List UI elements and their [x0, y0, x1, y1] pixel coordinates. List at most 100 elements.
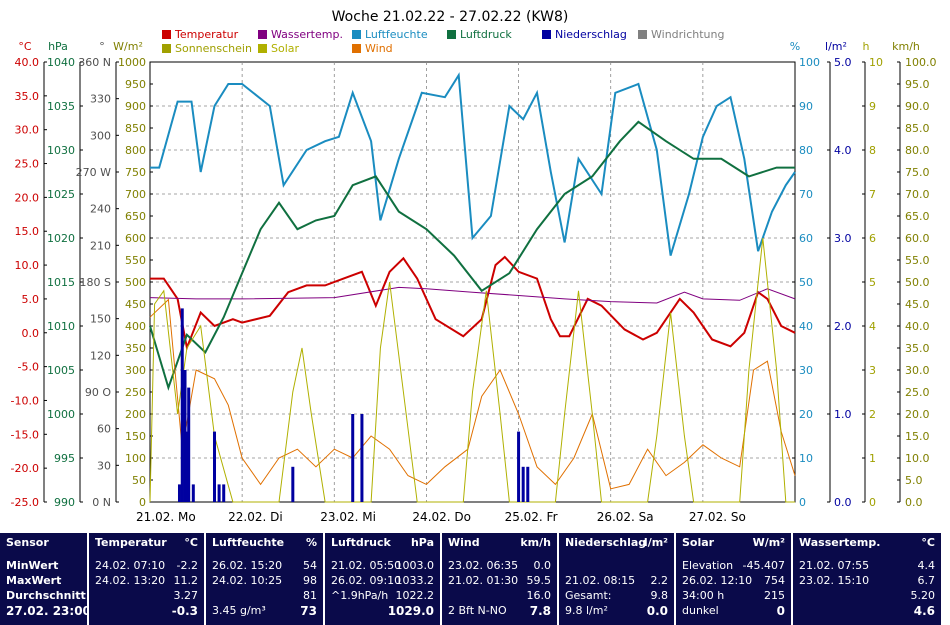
stats-column: Luftdruck hPa 21.02. 05:50 1003.0 26.02. 09:… [325, 533, 440, 625]
axis-tick-label: 360 N [78, 56, 111, 69]
stats-header-unit: hPa [410, 536, 434, 549]
day-label: 26.02. Sa [597, 510, 654, 524]
axis-tick-label: 60.0 [905, 232, 930, 245]
legend-swatch [258, 30, 267, 39]
series-wassertemp [149, 286, 796, 304]
legend-swatch [352, 44, 361, 53]
axis-unit: h [863, 40, 870, 53]
axis-tick-label: 3.0 [834, 232, 852, 245]
axis-tick-label: 30.0 [15, 124, 40, 137]
stats-row-label: dunkel [682, 604, 719, 617]
stats-row: MaxWert [0, 574, 87, 588]
stats-row-label: 26.02. 09:10 [331, 574, 402, 587]
stats-row: 81 [206, 589, 323, 603]
axis-tick-label: -5.0 [18, 361, 39, 374]
stats-row: Gesamt: 9.8 [559, 589, 674, 603]
axis-tick-label: 1015 [47, 276, 75, 289]
axis-tick-label: -25.0 [11, 496, 39, 509]
stats-row: 26.02. 09:10 1033.2 [325, 574, 440, 588]
stats-header-label: Niederschlag [565, 536, 647, 549]
series [149, 72, 796, 503]
axis-tick-label: 20.0 [905, 408, 930, 421]
series-wind [149, 298, 796, 490]
axis-tick-label: 5.0 [22, 293, 40, 306]
stats-row: MinWert [0, 559, 87, 573]
stats-header: Wassertemp. °C [793, 533, 941, 553]
axis-tick-label: 9 [869, 100, 876, 113]
stats-row: 2 Bft N-NO 7.8 [442, 604, 557, 618]
stats-row: 27.02. 23:00 [0, 604, 91, 618]
axis-tick-label: 0 [139, 496, 146, 509]
day-label: 27.02. So [689, 510, 746, 524]
stats-row-value: 5.20 [910, 589, 936, 602]
stats-row-value: 0.0 [646, 604, 668, 618]
stats-row-value: 0 [776, 604, 785, 618]
stats-row: 23.02. 15:10 6.7 [793, 574, 941, 588]
axis-tick-label: 40 [799, 320, 813, 333]
series-solar [149, 237, 795, 503]
rain-bar [187, 387, 191, 502]
axis-tick-label: -20.0 [11, 462, 39, 475]
axis-tick-label: 90 O [85, 386, 111, 399]
stats-row-label: 2 Bft N-NO [448, 604, 507, 617]
stats-header-label: Temperatur [95, 536, 167, 549]
axis-tick-label: 35.0 [905, 342, 930, 355]
legend-swatch [258, 44, 267, 53]
stats-row-value: 4.4 [917, 559, 936, 572]
axis-tick-label: 650 [125, 210, 146, 223]
stats-row: 24.02. 07:10 -2.2 [89, 559, 204, 573]
chart-title: Woche 21.02.22 - 27.02.22 (KW8) [332, 9, 569, 25]
stats-header-unit: °C [921, 536, 935, 549]
axis-tick-label: 250 [125, 386, 146, 399]
axis-tick-label: 2.0 [834, 320, 852, 333]
rain-bar [526, 466, 530, 502]
legend-label: Wassertemp. [271, 28, 343, 41]
axis-unit: °C [18, 40, 32, 53]
stats-row-value: 4.6 [913, 604, 935, 618]
stats-row-value: 0.0 [533, 559, 552, 572]
stats-header: Wind km/h [442, 533, 557, 553]
axis-tick-label: 5.0 [905, 474, 923, 487]
stats-row-label: 26.02. 15:20 [212, 559, 283, 572]
legend-label: Luftfeuchte [365, 28, 428, 41]
stats-row-label: MaxWert [6, 574, 62, 587]
stats-row-value: 54 [303, 559, 317, 572]
axis-tick-label: 5.0 [834, 56, 852, 69]
stats-row-value: 2.2 [650, 574, 669, 587]
stats-header-label: Luftdruck [331, 536, 391, 549]
stats-header-label: Luftfeuchte [212, 536, 285, 549]
stats-row: 21.02. 05:50 1003.0 [325, 559, 440, 573]
stats-column: Luftfeuchte% 26.02. 15:20 54 24.02. 10:25 98… [206, 533, 323, 625]
legend-swatch [162, 44, 171, 53]
axis-tick-label: 90 [799, 100, 813, 113]
axis-tick-label: 55.0 [905, 254, 930, 267]
axis-tick-label: 10.0 [15, 259, 40, 272]
legend-label: Niederschlag [555, 28, 627, 41]
axis-tick-label: 0.0 [905, 496, 923, 509]
axis-tick-label: 500 [125, 276, 146, 289]
axis-tick-label: 150 [90, 313, 111, 326]
axis-unit: ° [99, 40, 105, 53]
axis-tick-label: 8 [869, 144, 876, 157]
axis-tick-label: 1040 [47, 56, 75, 69]
stats-row-label: 23.02. 06:35 [448, 559, 519, 572]
stats-row-label: 27.02. 23:00 [6, 604, 91, 618]
stats-row-value: 16.0 [526, 589, 552, 602]
stats-header: Luftdruck hPa [325, 533, 440, 553]
legend-label: Luftdruck [460, 28, 512, 41]
axis-tick-label: 1 [869, 452, 876, 465]
axis-tick-label: 75.0 [905, 166, 930, 179]
stats-row-label: 26.02. 12:10 [682, 574, 753, 587]
legend-swatch [542, 30, 551, 39]
axis-tick-label: 150 [125, 430, 146, 443]
stats-row-value: -0.3 [171, 604, 198, 618]
stats-row-value: 754 [764, 574, 785, 587]
stats-header-unit: % [305, 536, 317, 549]
axis-tick-label: 210 [90, 239, 111, 252]
rain-bar [222, 484, 226, 502]
axis-tick-label: 400 [125, 320, 146, 333]
axis-tick-label: 0.0 [22, 327, 40, 340]
rain-bar [191, 484, 195, 502]
axis-tick-label: 60 [799, 232, 813, 245]
legend-label: Sonnenschein [175, 42, 252, 55]
